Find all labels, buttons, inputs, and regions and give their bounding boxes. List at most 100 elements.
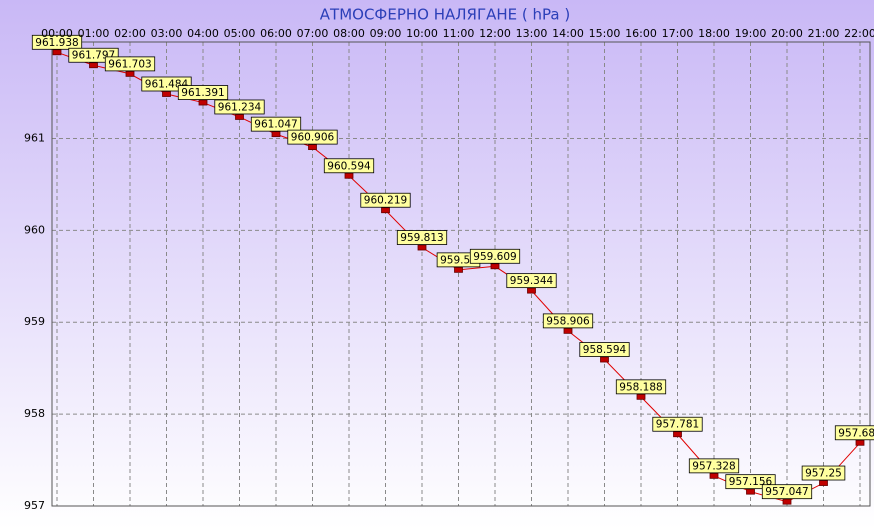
point-marker: [490, 263, 500, 270]
x-tick-label: 19:00: [735, 27, 767, 40]
value-label: 957.688: [834, 425, 874, 441]
value-label-text: 961.797: [72, 50, 115, 62]
x-tick-label: 10:00: [406, 27, 438, 40]
point-marker: [344, 172, 354, 179]
value-label-box: [688, 458, 740, 474]
value-label-text: 957.25: [805, 468, 842, 480]
value-label-text: 958.906: [546, 315, 590, 327]
x-tick-label: 05:00: [224, 27, 256, 40]
value-label-box: [579, 342, 630, 357]
point-marker: [52, 49, 62, 56]
x-tick-label: 20:00: [771, 27, 803, 40]
x-tick-label: 18:00: [698, 27, 730, 40]
value-label: 961.703: [104, 56, 156, 72]
value-label: 960.906: [287, 129, 338, 145]
value-label-text: 957.688: [838, 427, 874, 439]
value-label: 960.219: [360, 192, 411, 208]
point-marker: [89, 62, 98, 69]
value-label: 960.594: [323, 158, 375, 174]
point-marker: [819, 480, 828, 486]
value-label-text: 961.234: [218, 101, 262, 113]
value-label: 961.234: [214, 99, 265, 115]
x-tick-label: 08:00: [333, 27, 365, 40]
value-label-box: [287, 129, 338, 145]
value-label-box: [801, 465, 846, 481]
value-label-box: [469, 248, 521, 264]
value-label-text: 958.188: [619, 381, 662, 393]
value-label-box: [104, 56, 156, 72]
grid: [52, 42, 870, 507]
chart-title: АТМОСФЕРНО НАЛЯГАНЕ ( hPa ): [320, 6, 570, 24]
x-tick-label: 15:00: [589, 27, 621, 40]
x-tick-label: 00:00: [41, 27, 73, 40]
value-label-box: [396, 230, 448, 245]
value-label-text: 960.219: [364, 195, 407, 207]
x-tick-label: 04:00: [187, 27, 219, 40]
value-label-box: [506, 273, 557, 289]
y-tick-label: 960: [24, 223, 45, 236]
point-marker: [636, 393, 646, 400]
value-label-text: 959.609: [473, 251, 516, 263]
value-label: 957.328: [688, 458, 740, 474]
x-tick-label: 16:00: [625, 27, 657, 40]
value-label: 957.781: [652, 416, 703, 432]
value-label: 958.594: [579, 342, 630, 357]
x-tick-label: 22:00: [844, 27, 874, 40]
plot-frame: [51, 41, 871, 507]
value-label-box: [834, 425, 874, 441]
x-tick-label: 12:00: [479, 27, 511, 40]
y-tick-label: 958: [24, 407, 45, 420]
point-marker: [454, 266, 463, 273]
value-label-box: [360, 192, 411, 208]
point-marker: [709, 472, 719, 479]
value-label: 961.047: [250, 116, 302, 132]
value-label: 957.25: [801, 465, 846, 481]
x-tick-label: 01:00: [78, 27, 110, 40]
value-label: 961.938: [31, 34, 83, 50]
point-marker: [527, 287, 536, 294]
value-label: 959.57: [436, 252, 481, 268]
value-label-box: [542, 313, 594, 329]
x-tick-label: 13:00: [516, 27, 548, 40]
value-label-text: 961.938: [35, 37, 78, 49]
value-label-box: [323, 158, 375, 174]
x-tick-label: 09:00: [370, 27, 402, 40]
point-marker: [235, 114, 244, 120]
value-label: 959.813: [396, 230, 448, 245]
value-label-text: 961.047: [254, 119, 297, 131]
value-label-box: [214, 99, 265, 115]
point-marker: [308, 144, 317, 151]
value-label-text: 958.594: [583, 344, 627, 356]
y-tick-label: 957: [24, 499, 45, 512]
x-tick-label: 02:00: [114, 27, 146, 40]
point-marker: [746, 488, 755, 495]
point-marker: [125, 70, 135, 77]
value-label-text: 961.484: [145, 79, 189, 91]
value-label-text: 957.328: [692, 460, 735, 472]
x-tick-label: 07:00: [297, 27, 329, 40]
value-label: 958.906: [542, 313, 594, 329]
point-marker: [782, 498, 792, 505]
value-label-box: [615, 379, 667, 395]
value-label-box: [31, 34, 83, 50]
x-tick-label: 17:00: [662, 27, 694, 40]
value-label-box: [250, 116, 302, 132]
point-marker: [855, 439, 865, 446]
value-label: 959.344: [506, 273, 557, 289]
point-marker: [162, 91, 171, 97]
value-label-text: 959.813: [400, 232, 443, 244]
point-marker: [417, 244, 427, 251]
point-marker: [271, 131, 281, 138]
point-marker: [673, 431, 682, 438]
value-label: 958.188: [615, 379, 667, 395]
value-label-text: 961.703: [108, 58, 151, 70]
point-marker: [381, 207, 390, 214]
point-marker: [563, 327, 573, 334]
value-label-text: 957.781: [656, 419, 699, 431]
y-tick-label: 961: [24, 131, 45, 144]
value-label-text: 957.047: [765, 486, 808, 498]
value-label-text: 960.594: [327, 160, 371, 172]
